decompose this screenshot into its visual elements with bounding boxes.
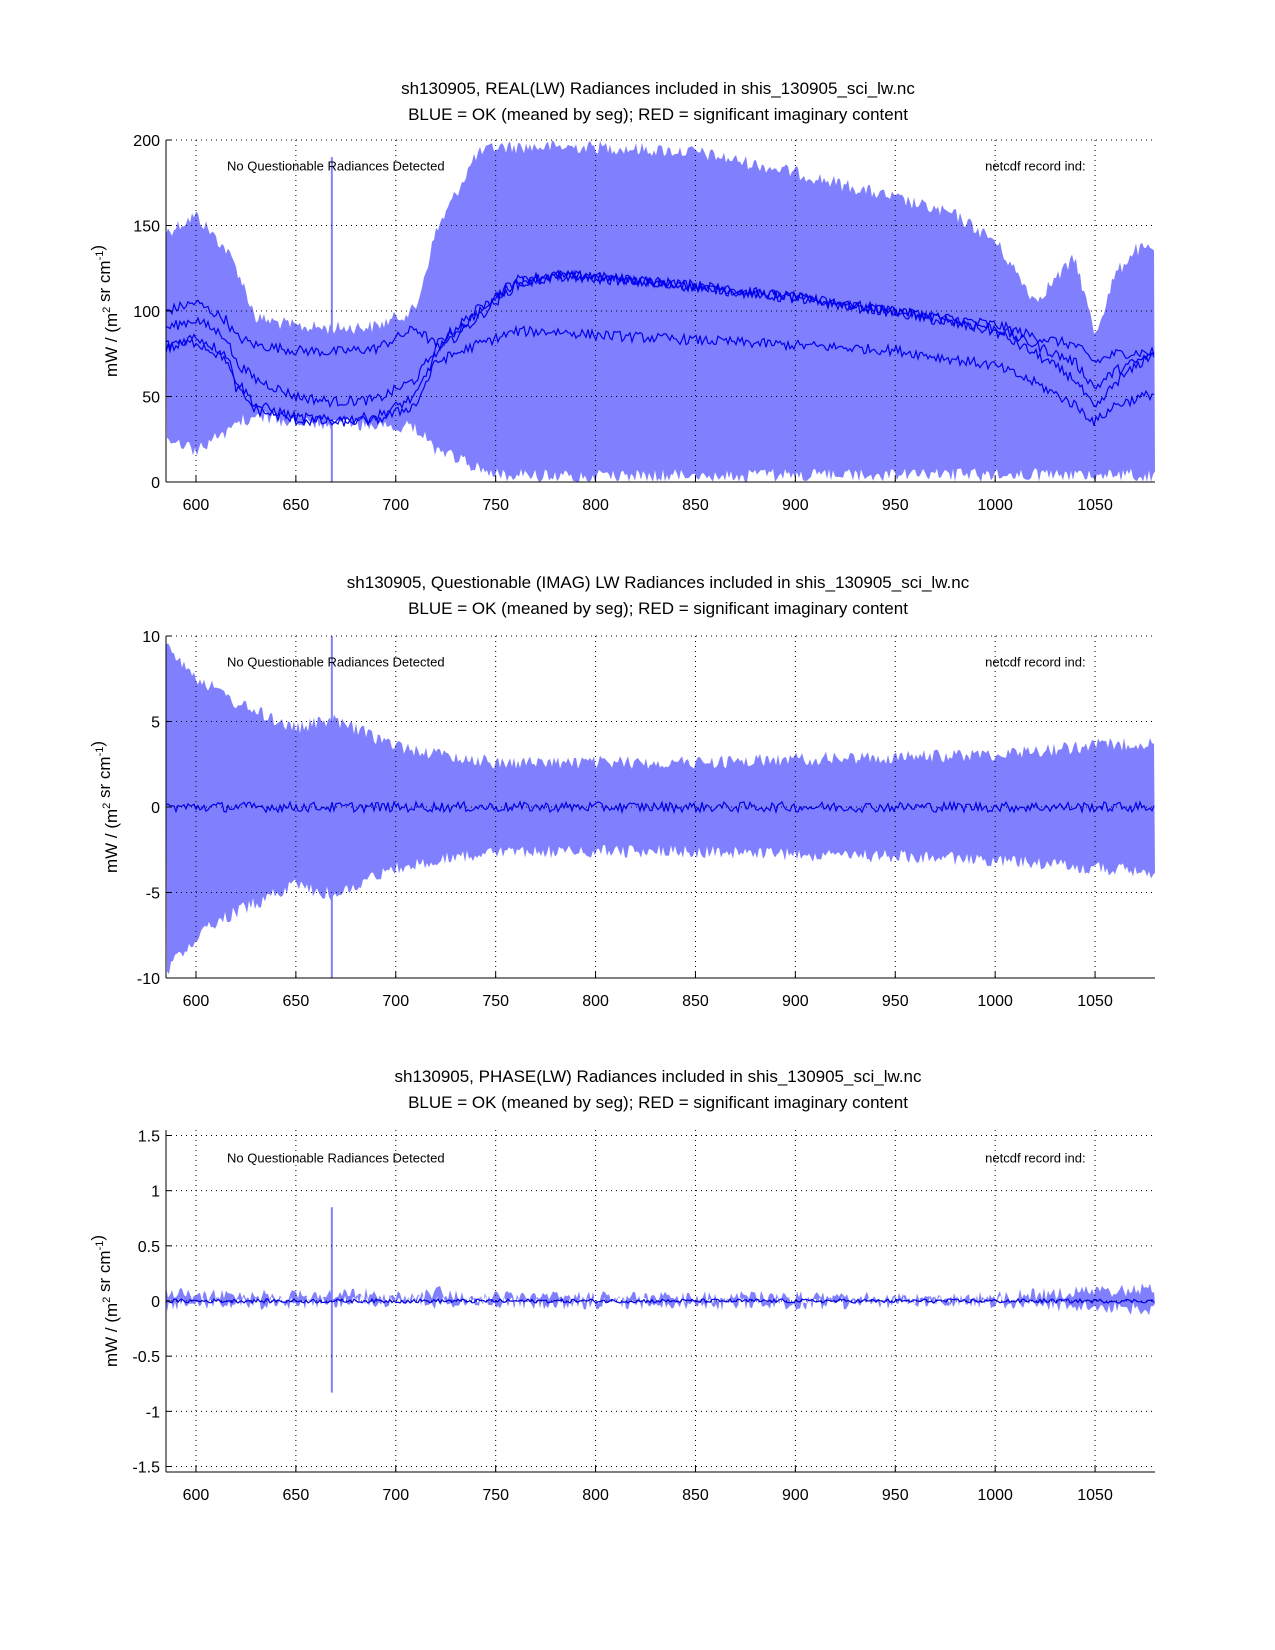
x-tick-label: 650: [283, 497, 310, 514]
x-tick-label: 700: [382, 1487, 409, 1504]
y-axis-label: mW / (m2 sr cm-1): [88, 245, 121, 377]
x-tick-label: 750: [482, 993, 509, 1010]
x-tick-label: 650: [283, 1487, 310, 1504]
y-tick-label: -1: [146, 1404, 160, 1421]
x-tick-label: 700: [382, 993, 409, 1010]
plot-area: 600 650 700 750 800 850 900 950 1000 1050 0 50 100 15…: [88, 133, 1155, 514]
panel-real: sh130905, REAL(LW) Radiances included in…: [88, 79, 1155, 514]
x-tick-label: 600: [183, 1487, 210, 1504]
y-tick-label: 50: [142, 390, 160, 407]
panel-title: sh130905, REAL(LW) Radiances included in…: [401, 79, 915, 98]
panel-subtitle: BLUE = OK (meaned by seg); RED = signifi…: [408, 105, 908, 124]
annotation-no-questionable: No Questionable Radiances Detected: [227, 655, 445, 670]
x-tick-label: 850: [682, 993, 709, 1010]
x-tick-label: 750: [482, 1487, 509, 1504]
y-tick-label: 0: [151, 475, 160, 492]
series-mean-1: [166, 800, 1155, 815]
annotation-netcdf-record: netcdf record ind:: [985, 655, 1085, 670]
series-mean-3: [166, 270, 1154, 426]
y-tick-label: 100: [133, 304, 160, 321]
x-tick-label: 650: [283, 993, 310, 1010]
x-tick-label: 700: [382, 497, 409, 514]
annotation-no-questionable: No Questionable Radiances Detected: [227, 159, 445, 174]
series-mean-1: [166, 1297, 1155, 1305]
x-tick-label: 950: [882, 497, 909, 514]
series-envelope: [166, 643, 1155, 975]
x-tick-label: 850: [682, 497, 709, 514]
y-tick-label: 1.5: [138, 1129, 160, 1146]
panel-subtitle: BLUE = OK (meaned by seg); RED = signifi…: [408, 599, 908, 618]
series-mean-2: [166, 269, 1155, 409]
x-tick-label: 750: [482, 497, 509, 514]
panel-title: sh130905, Questionable (IMAG) LW Radianc…: [347, 573, 970, 592]
x-tick-label: 800: [582, 497, 609, 514]
x-tick-label: 800: [582, 1487, 609, 1504]
plot-area: 600 650 700 750 800 850 900 950 1000 1050 -10 -5 0 5 1…: [88, 629, 1155, 1010]
annotation-no-questionable: No Questionable Radiances Detected: [227, 1151, 445, 1166]
y-tick-label: 0: [151, 1294, 160, 1311]
x-tick-label: 1000: [977, 993, 1013, 1010]
x-tick-label: 950: [882, 993, 909, 1010]
x-tick-label: 600: [183, 497, 210, 514]
y-tick-label: 1: [151, 1184, 160, 1201]
series-mean-4: [166, 324, 1155, 427]
annotation-netcdf-record: netcdf record ind:: [985, 1151, 1085, 1166]
panel-phase: sh130905, PHASE(LW) Radiances included i…: [88, 1067, 1155, 1504]
y-tick-label: 150: [133, 219, 160, 236]
x-tick-label: 800: [582, 993, 609, 1010]
x-tick-label: 1050: [1077, 1487, 1113, 1504]
x-tick-label: 950: [882, 1487, 909, 1504]
x-tick-label: 600: [183, 993, 210, 1010]
series-mean-1: [166, 269, 1155, 364]
y-axis-label: mW / (m2 sr cm-1): [88, 1235, 121, 1367]
y-tick-label: 10: [142, 629, 160, 646]
y-tick-label: 0: [151, 800, 160, 817]
x-tick-label: 1000: [977, 497, 1013, 514]
y-axis-label: mW / (m2 sr cm-1): [88, 741, 121, 873]
panel-subtitle: BLUE = OK (meaned by seg); RED = signifi…: [408, 1093, 908, 1112]
y-tick-label: -10: [137, 971, 160, 988]
x-tick-label: 900: [782, 1487, 809, 1504]
x-tick-label: 1000: [977, 1487, 1013, 1504]
y-tick-label: 0.5: [138, 1239, 160, 1256]
x-tick-label: 1050: [1077, 993, 1113, 1010]
y-tick-label: 200: [133, 133, 160, 150]
x-tick-label: 900: [782, 497, 809, 514]
x-tick-label: 850: [682, 1487, 709, 1504]
panel-imag: sh130905, Questionable (IMAG) LW Radianc…: [88, 573, 1155, 1010]
x-tick-label: 900: [782, 993, 809, 1010]
y-tick-label: 5: [151, 715, 160, 732]
series-envelope: [166, 1283, 1155, 1316]
x-tick-label: 1050: [1077, 497, 1113, 514]
panel-title: sh130905, PHASE(LW) Radiances included i…: [395, 1067, 922, 1086]
y-tick-label: -5: [146, 886, 160, 903]
annotation-netcdf-record: netcdf record ind:: [985, 159, 1085, 174]
plot-area: 600 650 700 750 800 850 900 950 1000 1050 -1.5 -1 -0…: [88, 1129, 1155, 1504]
y-tick-label: -0.5: [132, 1349, 160, 1366]
y-tick-label: -1.5: [132, 1459, 160, 1476]
